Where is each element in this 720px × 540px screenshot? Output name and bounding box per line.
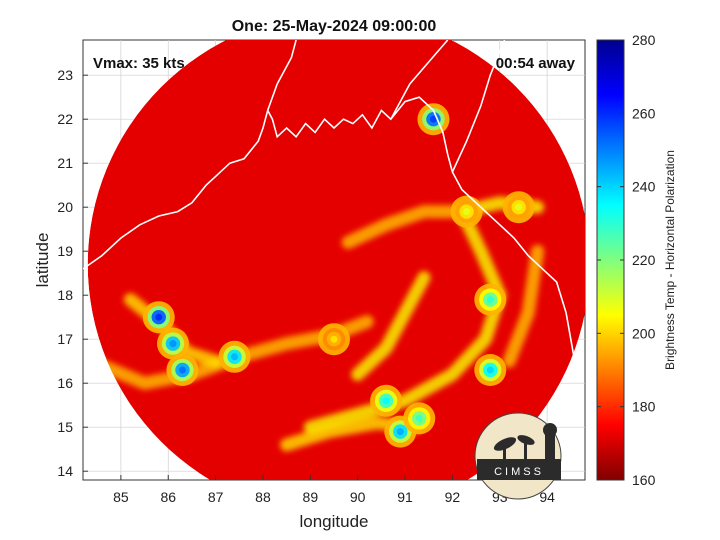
y-tick-label: 20 (57, 199, 73, 215)
colorbar-label: Brightness Temp - Horizontal Polarizatio… (663, 150, 677, 370)
colorbar-tick-label: 160 (632, 472, 656, 488)
x-tick-label: 90 (350, 489, 366, 505)
cold-cell (218, 340, 251, 373)
cold-cell (318, 323, 350, 356)
colorbar (596, 39, 625, 481)
colorbar-tick-label: 260 (632, 105, 656, 121)
x-tick-label: 92 (445, 489, 461, 505)
vmax-annotation: Vmax: 35 kts (93, 55, 185, 72)
y-ticks: 14 15 16 17 18 19 20 21 22 23 (57, 67, 88, 479)
y-tick-label: 18 (57, 287, 73, 303)
swath-background (87, 40, 585, 480)
colorbar-ticks: 160 180 200 220 240 260 280 (597, 32, 656, 488)
colorbar-tick-label: 240 (632, 179, 656, 195)
y-tick-label: 17 (57, 331, 73, 347)
time-away-annotation: 00:54 away (496, 55, 576, 72)
x-tick-label: 89 (303, 489, 319, 505)
cold-cell (156, 327, 189, 360)
y-axis-label: latitude (33, 233, 52, 288)
y-tick-label: 14 (57, 463, 73, 479)
x-axis-label: longitude (299, 512, 368, 531)
cold-cell (142, 301, 175, 334)
rainband (502, 244, 545, 368)
x-tick-label: 94 (539, 489, 555, 505)
cold-cell (450, 195, 483, 228)
y-tick-label: 22 (57, 111, 73, 127)
y-tick-label: 19 (57, 243, 73, 259)
cimss-logo: CIMSS (474, 412, 562, 500)
cold-cell (502, 191, 535, 224)
coastline (83, 40, 577, 366)
colorbar-tick-label: 280 (632, 32, 656, 48)
cold-cell (417, 103, 450, 136)
x-tick-label: 87 (208, 489, 224, 505)
x-tick-label: 85 (113, 489, 129, 505)
chart-title: One: 25-May-2024 09:00:00 (232, 18, 437, 35)
y-tick-label: 15 (57, 419, 73, 435)
colorbar-tick-label: 180 (632, 399, 656, 415)
x-tick-label: 91 (397, 489, 413, 505)
y-tick-label: 21 (57, 155, 73, 171)
cold-cell (474, 283, 507, 316)
x-ticks: 85 86 87 88 89 90 91 92 93 94 (113, 475, 555, 505)
cold-cell (370, 384, 403, 417)
colorbar-tick-label: 200 (632, 325, 656, 341)
x-tick-label: 86 (160, 489, 176, 505)
colorbar-tick-label: 220 (632, 252, 656, 268)
logo-text: CIMSS (494, 466, 544, 478)
y-tick-label: 23 (57, 67, 73, 83)
rainband (341, 205, 474, 249)
cold-cell (474, 354, 507, 386)
cold-cells (142, 103, 535, 448)
x-tick-label: 88 (255, 489, 271, 505)
cold-cell (403, 402, 436, 435)
y-tick-label: 16 (57, 375, 73, 391)
rainband (351, 271, 431, 381)
cold-cell (166, 354, 199, 386)
